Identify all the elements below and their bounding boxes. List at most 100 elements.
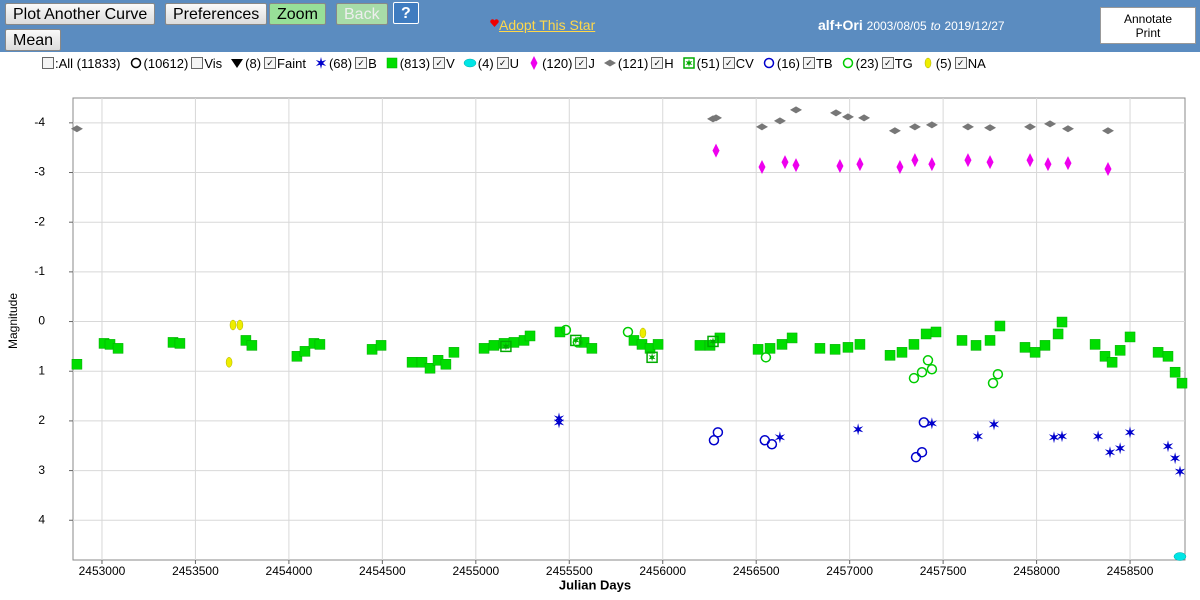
point bbox=[786, 332, 798, 344]
point bbox=[1106, 357, 1118, 368]
point bbox=[984, 124, 997, 132]
point bbox=[572, 337, 584, 348]
x-tick-label: 2456000 bbox=[639, 564, 686, 578]
legend-count: (5) bbox=[935, 55, 952, 71]
preferences-button[interactable]: Preferences bbox=[165, 3, 268, 25]
checkbox[interactable] bbox=[191, 57, 204, 69]
point bbox=[836, 159, 844, 174]
point bbox=[530, 56, 538, 70]
checkbox[interactable]: ✓ bbox=[575, 57, 588, 69]
plot-another-button[interactable]: Plot Another Curve bbox=[5, 3, 156, 25]
point bbox=[639, 327, 647, 339]
x-tick-label: 2457000 bbox=[826, 564, 873, 578]
heart-icon bbox=[490, 19, 499, 27]
legend-label: NA bbox=[967, 55, 986, 71]
point bbox=[500, 340, 512, 353]
point bbox=[1052, 328, 1064, 340]
point bbox=[174, 338, 186, 349]
point-box bbox=[707, 335, 719, 348]
legend-count: (813) bbox=[399, 55, 431, 71]
point-box bbox=[682, 57, 695, 69]
point bbox=[603, 59, 616, 67]
checkbox[interactable]: ✓ bbox=[954, 57, 967, 69]
checkbox[interactable]: ✓ bbox=[651, 57, 664, 69]
point bbox=[852, 423, 864, 436]
point bbox=[992, 368, 1004, 380]
point bbox=[760, 352, 772, 363]
legend: :All (11833) (10612) Vis (8) ✓ Faint (68) ✓ B (8… bbox=[40, 55, 987, 71]
legend-icon bbox=[315, 57, 327, 69]
mean-button[interactable]: Mean bbox=[5, 29, 62, 51]
y-tick-label: 3 bbox=[38, 463, 45, 477]
point bbox=[920, 328, 932, 340]
point bbox=[1029, 347, 1041, 358]
x-tick-label: 2456500 bbox=[733, 564, 780, 578]
point bbox=[928, 157, 936, 172]
y-tick-label: -1 bbox=[34, 264, 45, 278]
point bbox=[911, 153, 919, 168]
point bbox=[1026, 153, 1034, 168]
point bbox=[781, 155, 789, 170]
point bbox=[570, 334, 582, 347]
adopt-link[interactable]: Adopt This Star bbox=[499, 17, 596, 33]
legend-icon bbox=[924, 57, 932, 69]
checkbox[interactable]: ✓ bbox=[433, 57, 446, 69]
point bbox=[70, 125, 83, 133]
y-tick-label: -2 bbox=[34, 214, 45, 228]
point bbox=[841, 113, 854, 121]
point bbox=[1024, 123, 1037, 131]
point bbox=[416, 357, 428, 368]
y-tick-label: 0 bbox=[38, 314, 45, 328]
checkbox[interactable]: ✓ bbox=[802, 57, 815, 69]
checkbox[interactable]: ✓ bbox=[496, 57, 509, 69]
point bbox=[896, 160, 904, 175]
checkbox[interactable]: ✓ bbox=[264, 57, 277, 69]
point bbox=[112, 343, 124, 354]
point bbox=[908, 372, 920, 384]
annotate-button[interactable]: Annotate Print bbox=[1100, 7, 1196, 44]
x-tick-label: 2458000 bbox=[1013, 564, 1060, 578]
point bbox=[622, 326, 634, 338]
legend-all: :All (11833) bbox=[55, 55, 121, 71]
zoom-button[interactable]: Zoom bbox=[269, 3, 326, 25]
legend-count: (16) bbox=[776, 55, 800, 71]
point bbox=[586, 343, 598, 354]
point bbox=[970, 340, 982, 351]
help-button[interactable]: ? bbox=[393, 2, 419, 24]
point bbox=[714, 332, 726, 344]
y-tick-label: 1 bbox=[38, 363, 45, 377]
point bbox=[1169, 366, 1181, 378]
point bbox=[712, 143, 720, 158]
point bbox=[1061, 125, 1074, 133]
point bbox=[918, 417, 930, 428]
point bbox=[988, 418, 1000, 431]
date-from: 2003/08/05 bbox=[866, 19, 927, 33]
point bbox=[710, 114, 723, 122]
checkbox[interactable]: ✓ bbox=[355, 57, 368, 69]
point bbox=[712, 427, 724, 438]
point bbox=[560, 324, 572, 336]
point bbox=[1064, 156, 1072, 171]
point-star bbox=[648, 353, 656, 362]
point bbox=[1044, 120, 1057, 128]
point bbox=[1174, 465, 1186, 478]
point bbox=[916, 446, 928, 458]
point bbox=[1089, 339, 1101, 350]
point bbox=[682, 57, 695, 69]
point bbox=[829, 344, 841, 355]
checkbox[interactable]: ✓ bbox=[722, 57, 735, 69]
point-star bbox=[709, 337, 717, 346]
back-button[interactable]: Back bbox=[336, 3, 388, 25]
point bbox=[130, 57, 141, 69]
point bbox=[1048, 431, 1060, 444]
point bbox=[956, 335, 968, 346]
checkbox[interactable]: ✓ bbox=[881, 57, 894, 69]
legend-icon bbox=[386, 57, 397, 69]
point bbox=[694, 340, 706, 351]
point bbox=[1104, 446, 1116, 459]
legend-count: (51) bbox=[696, 55, 720, 71]
checkbox[interactable] bbox=[42, 57, 54, 69]
legend-label: TB bbox=[815, 55, 833, 71]
point bbox=[1162, 351, 1174, 362]
